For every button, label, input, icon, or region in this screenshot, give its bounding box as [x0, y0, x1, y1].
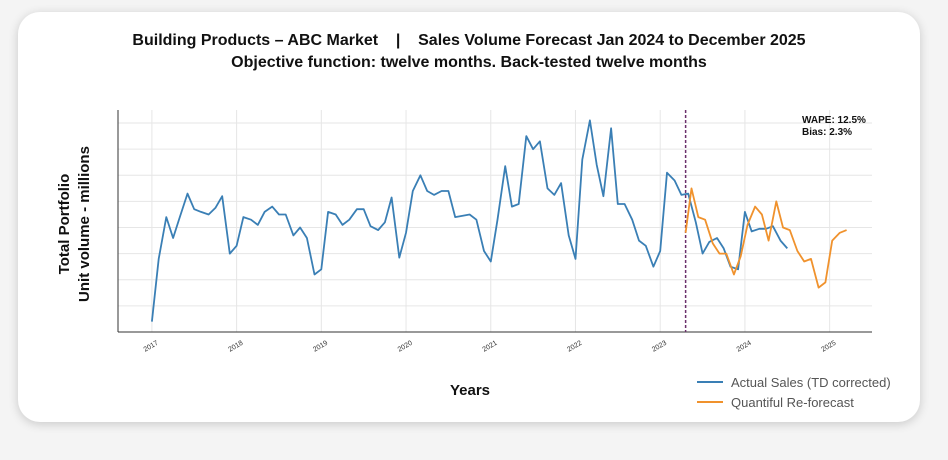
x-tick-label: 2025: [820, 340, 837, 354]
legend-item-actual: Actual Sales (TD corrected): [697, 372, 891, 392]
x-tick-label: 2020: [397, 340, 414, 354]
title-line-1: Building Products – ABC Market | Sales V…: [132, 32, 806, 49]
x-tick-label: 2022: [566, 340, 583, 354]
x-tick-label: 2019: [312, 340, 329, 354]
series-line-actual-sales: [151, 119, 788, 322]
x-tick-label: 2023: [651, 340, 668, 354]
metrics-annotation: WAPE: 12.5% Bias: 2.3%: [802, 115, 866, 139]
legend-label-actual: Actual Sales (TD corrected): [731, 374, 891, 390]
x-tick-label: 2024: [736, 340, 753, 354]
x-axis-label: Years: [449, 382, 491, 399]
series-line-reforecast: [684, 187, 847, 289]
x-tick-label: 2021: [482, 340, 499, 354]
chart-title: Building Products – ABC Market | Sales V…: [0, 30, 938, 74]
legend-item-forecast: Quantiful Re-forecast: [697, 392, 891, 412]
x-tick-label: 2018: [227, 340, 244, 354]
x-tick-label: 2017: [143, 340, 160, 354]
wape-label: WAPE: 12.5%: [802, 115, 866, 126]
chart-card: [18, 12, 920, 422]
bias-label: Bias: 2.3%: [802, 127, 853, 138]
title-line-2: Objective function: twelve months. Back-…: [231, 54, 707, 71]
legend-swatch-actual: [697, 381, 723, 383]
legend-swatch-forecast: [697, 401, 723, 403]
legend-label-forecast: Quantiful Re-forecast: [731, 394, 854, 410]
legend: Actual Sales (TD corrected) Quantiful Re…: [697, 372, 891, 412]
